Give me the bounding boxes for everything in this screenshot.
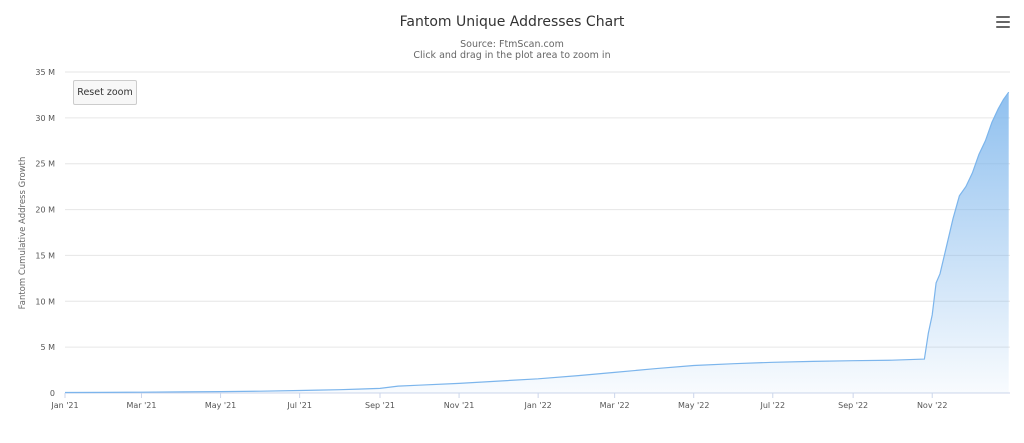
- gridlines: [65, 71, 1010, 394]
- y-tick-label: 30 M: [35, 114, 55, 123]
- x-tick-label: Jul '21: [286, 401, 312, 410]
- y-tick-label: 15 M: [35, 251, 55, 260]
- x-tick-label: Jan '21: [50, 401, 78, 410]
- chart-title: Fantom Unique Addresses Chart: [399, 14, 625, 30]
- series-area-fill: [65, 92, 1009, 393]
- y-tick-label: 35 M: [35, 68, 55, 77]
- x-tick-label: Jul '22: [759, 401, 785, 410]
- x-tick-label: Mar '22: [600, 401, 630, 410]
- chart-subtitle-source: Source: FtmScan.com: [460, 39, 564, 50]
- series-line: [64, 91, 1010, 394]
- hamburger-menu-icon[interactable]: [996, 16, 1010, 28]
- reset-zoom-button[interactable]: Reset zoom: [73, 80, 137, 105]
- y-axis-ticks: 0 5 M 10 M 15 M 20 M 25 M 30 M 35 M: [35, 68, 55, 398]
- x-axis-ticks: Jan '21 Mar '21 May '21 Jul '21 Sep '21 Nov '…: [50, 393, 947, 410]
- x-tick-label: Sep '22: [838, 401, 868, 410]
- x-tick-label: May '22: [678, 401, 709, 410]
- y-axis-label: Fantom Cumulative Address Growth: [18, 157, 28, 310]
- y-tick-label: 5 M: [40, 343, 55, 352]
- y-tick-label: 10 M: [35, 297, 55, 306]
- x-tick-label: Mar '21: [126, 401, 156, 410]
- x-tick-label: Nov '22: [917, 401, 948, 410]
- x-tick-label: Sep '21: [365, 401, 395, 410]
- series-area: [64, 91, 1010, 394]
- x-tick-label: Nov '21: [444, 401, 475, 410]
- x-tick-label: May '21: [205, 401, 236, 410]
- chart-subtitle-hint: Click and drag in the plot area to zoom …: [413, 50, 611, 61]
- y-tick-label: 25 M: [35, 160, 55, 169]
- x-tick-label: Jan '22: [524, 401, 552, 410]
- y-tick-label: 20 M: [35, 206, 55, 215]
- y-tick-label: 0: [50, 389, 55, 398]
